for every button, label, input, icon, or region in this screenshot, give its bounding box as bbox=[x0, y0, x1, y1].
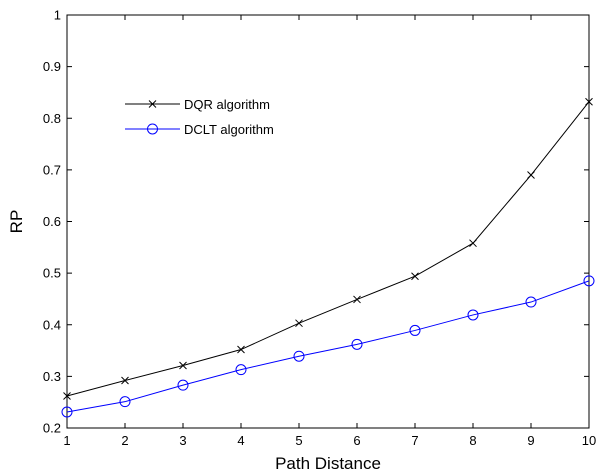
y-tick-label: 1 bbox=[54, 8, 61, 23]
data-point bbox=[179, 361, 187, 370]
x-tick-label: 5 bbox=[295, 433, 302, 448]
x-axis-label: Path Distance bbox=[275, 454, 381, 473]
series-dqr bbox=[63, 97, 593, 400]
legend-circle-marker bbox=[147, 123, 158, 135]
data-point bbox=[177, 379, 189, 391]
data-point bbox=[119, 396, 131, 408]
data-point bbox=[583, 275, 595, 287]
x-tick-label: 2 bbox=[121, 433, 128, 448]
legend-item-dclt: DCLT algorithm bbox=[125, 122, 274, 137]
series-layer bbox=[61, 97, 595, 418]
legend-item-dqr: DQR algorithm bbox=[125, 97, 270, 112]
legend-marker-dqr bbox=[148, 100, 157, 108]
x-tick-label: 10 bbox=[582, 433, 596, 448]
data-point bbox=[469, 239, 477, 248]
plot-area bbox=[66, 14, 590, 429]
x-tick-label: 1 bbox=[63, 433, 70, 448]
legend-label-dclt: DCLT algorithm bbox=[184, 122, 274, 137]
data-point bbox=[527, 171, 535, 179]
data-point bbox=[295, 319, 303, 328]
y-tick-label: 0.5 bbox=[43, 266, 61, 281]
data-point bbox=[237, 345, 245, 354]
x-axis-ticks: 1 2 3 4 5 6 7 8 9 10 bbox=[63, 15, 596, 448]
data-point bbox=[293, 350, 305, 362]
data-point bbox=[585, 97, 593, 106]
y-axis-ticks: 0.2 0.3 0.4 0.5 0.6 0.7 0.8 0.9 1 bbox=[43, 8, 589, 436]
series-line bbox=[66, 101, 590, 397]
data-point bbox=[353, 295, 361, 304]
y-tick-label: 0.3 bbox=[43, 369, 61, 384]
data-point bbox=[121, 376, 129, 385]
y-tick-label: 0.2 bbox=[43, 421, 61, 436]
x-tick-label: 6 bbox=[353, 433, 360, 448]
data-point bbox=[235, 364, 247, 376]
y-tick-label: 0.9 bbox=[43, 59, 61, 74]
x-tick-label: 9 bbox=[527, 433, 534, 448]
x-tick-label: 7 bbox=[411, 433, 418, 448]
data-point bbox=[411, 272, 419, 281]
data-point bbox=[351, 338, 363, 350]
plot-frame bbox=[66, 14, 590, 429]
series-dclt bbox=[61, 275, 595, 418]
y-tick-label: 0.4 bbox=[43, 317, 61, 332]
x-tick-label: 4 bbox=[237, 433, 244, 448]
y-axis-label: RP bbox=[7, 210, 26, 234]
data-point bbox=[63, 392, 71, 400]
x-tick-label: 8 bbox=[469, 433, 476, 448]
legend-marker-dclt bbox=[147, 123, 158, 135]
data-point bbox=[467, 309, 479, 321]
legend: DQR algorithm DCLT algorithm bbox=[125, 97, 274, 137]
data-point bbox=[525, 296, 537, 308]
x-tick-label: 3 bbox=[179, 433, 186, 448]
y-tick-label: 0.6 bbox=[43, 214, 61, 229]
legend-label-dqr: DQR algorithm bbox=[184, 97, 270, 112]
data-point bbox=[61, 406, 73, 418]
y-tick-label: 0.7 bbox=[43, 162, 61, 177]
legend-x-marker bbox=[148, 100, 157, 108]
data-point bbox=[409, 324, 421, 336]
y-tick-label: 0.8 bbox=[43, 111, 61, 126]
series-line bbox=[66, 280, 590, 413]
